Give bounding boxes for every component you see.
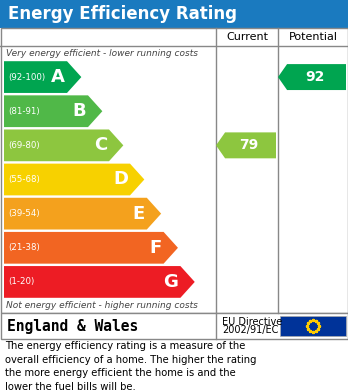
Text: (39-54): (39-54) (8, 209, 40, 218)
Text: D: D (113, 170, 128, 188)
Text: (55-68): (55-68) (8, 175, 40, 184)
Text: G: G (164, 273, 179, 291)
Text: (69-80): (69-80) (8, 141, 40, 150)
Polygon shape (4, 129, 123, 161)
Text: (92-100): (92-100) (8, 73, 45, 82)
Text: (21-38): (21-38) (8, 243, 40, 252)
Text: B: B (72, 102, 86, 120)
Text: (81-91): (81-91) (8, 107, 40, 116)
Text: A: A (51, 68, 65, 86)
Text: Energy Efficiency Rating: Energy Efficiency Rating (8, 5, 237, 23)
Polygon shape (4, 232, 178, 264)
Text: Not energy efficient - higher running costs: Not energy efficient - higher running co… (6, 301, 198, 310)
Polygon shape (4, 61, 81, 93)
Bar (0, 0, 348, 28)
Text: The energy efficiency rating is a measure of the
overall efficiency of a home. T: The energy efficiency rating is a measur… (5, 341, 256, 391)
Text: EU Directive: EU Directive (222, 317, 282, 327)
Text: C: C (94, 136, 107, 154)
Text: 2002/91/EC: 2002/91/EC (222, 325, 278, 335)
Polygon shape (4, 163, 144, 196)
Text: F: F (149, 239, 161, 257)
Text: E: E (133, 204, 145, 222)
Text: Very energy efficient - lower running costs: Very energy efficient - lower running co… (6, 48, 198, 57)
Polygon shape (278, 64, 346, 90)
Polygon shape (216, 133, 276, 158)
Polygon shape (4, 198, 161, 230)
Text: 92: 92 (305, 70, 325, 84)
Bar (0, 28, 348, 313)
Bar (280, 316, 346, 336)
Bar (0, 313, 348, 339)
Text: Potential: Potential (288, 32, 338, 42)
Polygon shape (4, 266, 195, 298)
Text: 79: 79 (239, 138, 259, 152)
Text: Current: Current (226, 32, 268, 42)
Polygon shape (4, 95, 102, 127)
Text: England & Wales: England & Wales (7, 319, 138, 334)
Text: (1-20): (1-20) (8, 278, 34, 287)
